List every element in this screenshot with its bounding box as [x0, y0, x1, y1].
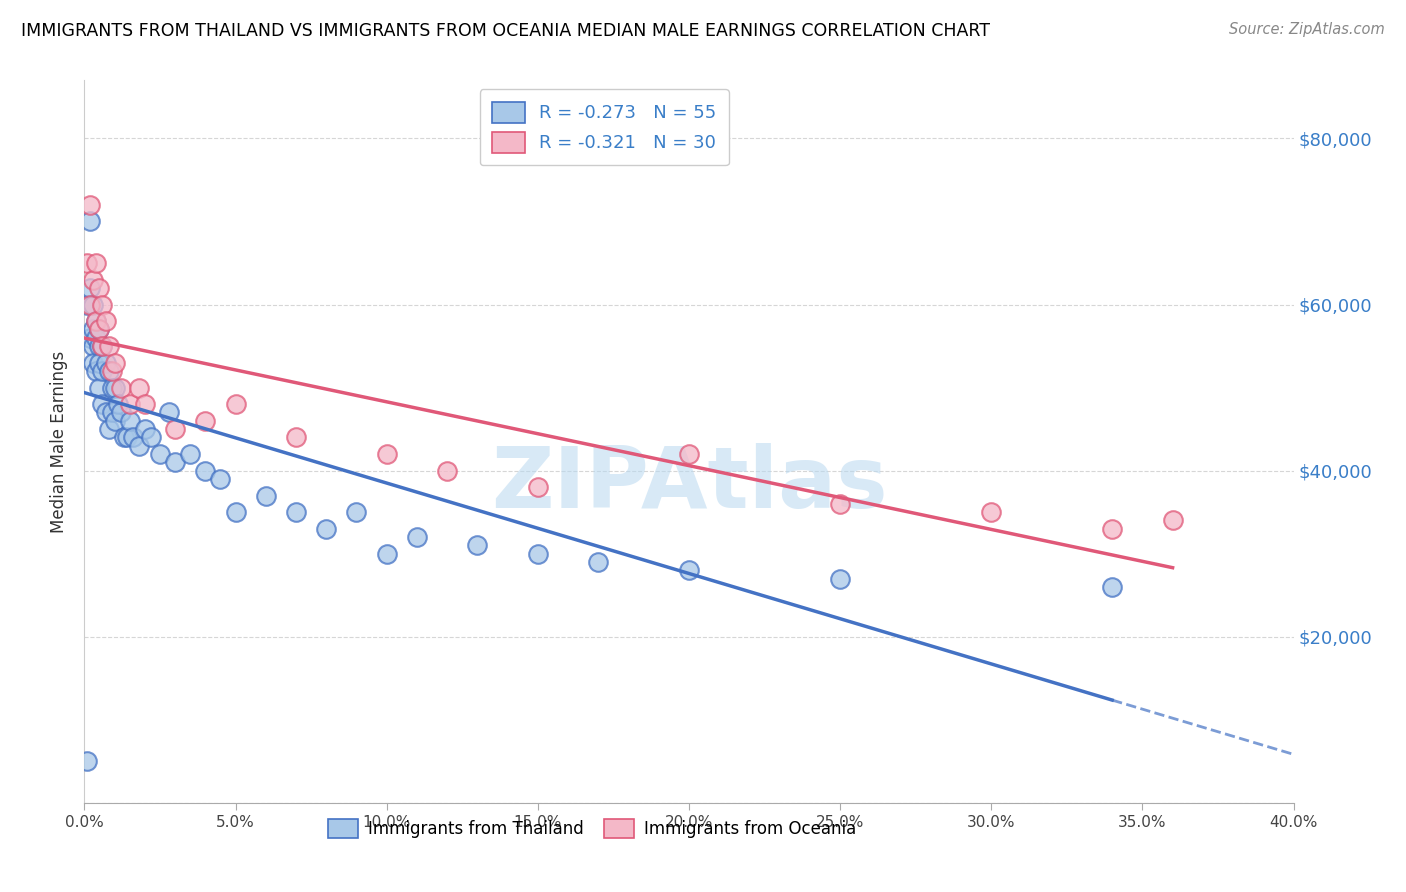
Point	[527, 547, 550, 561]
Point	[830, 497, 852, 511]
Point	[194, 464, 217, 478]
Point	[830, 572, 852, 586]
Point	[157, 405, 180, 419]
Point	[86, 314, 108, 328]
Point	[76, 754, 98, 768]
Point	[134, 422, 156, 436]
Text: ZIPAtlas: ZIPAtlas	[491, 443, 887, 526]
Point	[121, 430, 143, 444]
Point	[110, 380, 132, 394]
Point	[104, 356, 127, 370]
Point	[134, 397, 156, 411]
Point	[94, 356, 117, 370]
Point	[179, 447, 201, 461]
Point	[79, 331, 101, 345]
Point	[118, 397, 141, 411]
Point	[346, 505, 368, 519]
Point	[79, 281, 101, 295]
Point	[115, 430, 138, 444]
Point	[86, 364, 108, 378]
Point	[209, 472, 232, 486]
Point	[104, 414, 127, 428]
Point	[467, 538, 489, 552]
Point	[678, 563, 700, 577]
Point	[82, 297, 104, 311]
Point	[225, 505, 247, 519]
Point	[91, 297, 114, 311]
Point	[980, 505, 1002, 519]
Point	[406, 530, 429, 544]
Point	[89, 322, 111, 336]
Point	[527, 480, 550, 494]
Point	[79, 214, 101, 228]
Point	[285, 505, 308, 519]
Point	[375, 547, 398, 561]
Point	[375, 447, 398, 461]
Point	[82, 339, 104, 353]
Point	[82, 356, 104, 370]
Point	[1101, 522, 1123, 536]
Point	[165, 455, 187, 469]
Point	[128, 439, 150, 453]
Y-axis label: Median Male Earnings: Median Male Earnings	[51, 351, 69, 533]
Point	[110, 405, 132, 419]
Point	[89, 339, 111, 353]
Point	[86, 331, 108, 345]
Point	[97, 422, 120, 436]
Point	[97, 339, 120, 353]
Point	[107, 397, 129, 411]
Point	[104, 380, 127, 394]
Point	[76, 256, 98, 270]
Point	[139, 430, 162, 444]
Point	[97, 364, 120, 378]
Point	[89, 281, 111, 295]
Point	[194, 414, 217, 428]
Point	[91, 397, 114, 411]
Point	[76, 297, 98, 311]
Point	[1161, 513, 1184, 527]
Point	[588, 555, 610, 569]
Point	[254, 489, 277, 503]
Point	[89, 322, 111, 336]
Point	[91, 364, 114, 378]
Point	[100, 405, 122, 419]
Point	[86, 314, 108, 328]
Point	[678, 447, 700, 461]
Point	[118, 414, 141, 428]
Point	[89, 356, 111, 370]
Point	[165, 422, 187, 436]
Point	[79, 198, 101, 212]
Point	[436, 464, 458, 478]
Point	[112, 430, 135, 444]
Point	[94, 405, 117, 419]
Text: Source: ZipAtlas.com: Source: ZipAtlas.com	[1229, 22, 1385, 37]
Point	[225, 397, 247, 411]
Point	[149, 447, 172, 461]
Point	[94, 314, 117, 328]
Point	[91, 339, 114, 353]
Point	[79, 297, 101, 311]
Point	[128, 380, 150, 394]
Point	[86, 256, 108, 270]
Point	[82, 272, 104, 286]
Point	[100, 380, 122, 394]
Legend: Immigrants from Thailand, Immigrants from Oceania: Immigrants from Thailand, Immigrants fro…	[322, 813, 863, 845]
Point	[315, 522, 337, 536]
Point	[285, 430, 308, 444]
Text: IMMIGRANTS FROM THAILAND VS IMMIGRANTS FROM OCEANIA MEDIAN MALE EARNINGS CORRELA: IMMIGRANTS FROM THAILAND VS IMMIGRANTS F…	[21, 22, 990, 40]
Point	[91, 339, 114, 353]
Point	[89, 380, 111, 394]
Point	[100, 364, 122, 378]
Point	[1101, 580, 1123, 594]
Point	[82, 322, 104, 336]
